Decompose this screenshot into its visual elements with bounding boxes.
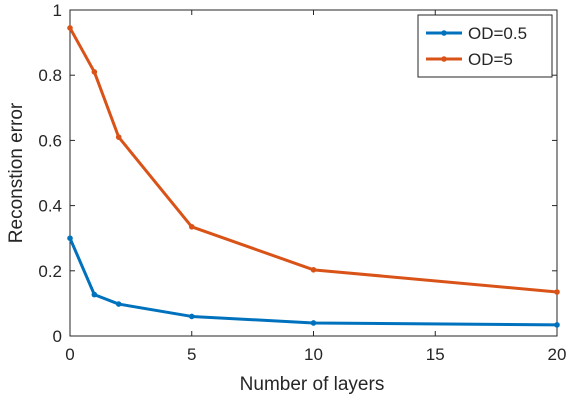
data-point bbox=[91, 69, 98, 75]
legend-marker bbox=[441, 30, 447, 36]
series-1 bbox=[67, 235, 560, 328]
legend-marker bbox=[441, 56, 447, 62]
y-tick-label: 0 bbox=[53, 327, 62, 346]
y-tick-label: 0.6 bbox=[38, 131, 62, 150]
x-tick-label: 10 bbox=[304, 345, 323, 364]
data-point bbox=[67, 25, 73, 31]
data-point bbox=[554, 322, 560, 328]
legend-label: OD=5 bbox=[468, 50, 513, 69]
x-axis-ticks: 0 5 10 15 20 bbox=[65, 10, 566, 364]
y-axis-title: Reconstion error bbox=[6, 102, 27, 243]
data-point bbox=[115, 134, 122, 140]
y-axis-ticks: 0 0.2 0.4 0.6 0.8 1 bbox=[38, 1, 557, 346]
data-point bbox=[310, 267, 317, 273]
data-point bbox=[310, 320, 317, 326]
data-point bbox=[115, 301, 122, 307]
x-tick-label: 5 bbox=[187, 345, 196, 364]
y-tick-label: 1 bbox=[53, 1, 62, 20]
series-line bbox=[68, 237, 558, 327]
y-tick-label: 0.2 bbox=[38, 262, 62, 281]
data-point bbox=[67, 235, 73, 241]
legend: OD=0.5 OD=5 bbox=[417, 14, 553, 78]
data-point bbox=[188, 313, 195, 320]
data-point bbox=[188, 223, 195, 230]
data-point bbox=[554, 289, 560, 295]
x-tick-label: 20 bbox=[548, 345, 567, 364]
series-layer bbox=[67, 25, 560, 328]
x-tick-label: 15 bbox=[426, 345, 445, 364]
series-2 bbox=[67, 25, 560, 295]
series-line bbox=[68, 27, 558, 294]
y-tick-label: 0.4 bbox=[38, 197, 62, 216]
x-tick-label: 0 bbox=[65, 345, 74, 364]
x-axis-title: Number of layers bbox=[240, 374, 385, 395]
data-point bbox=[91, 291, 98, 298]
legend-box bbox=[417, 14, 553, 78]
legend-label: OD=0.5 bbox=[468, 24, 527, 43]
y-tick-label: 0.8 bbox=[38, 66, 62, 85]
